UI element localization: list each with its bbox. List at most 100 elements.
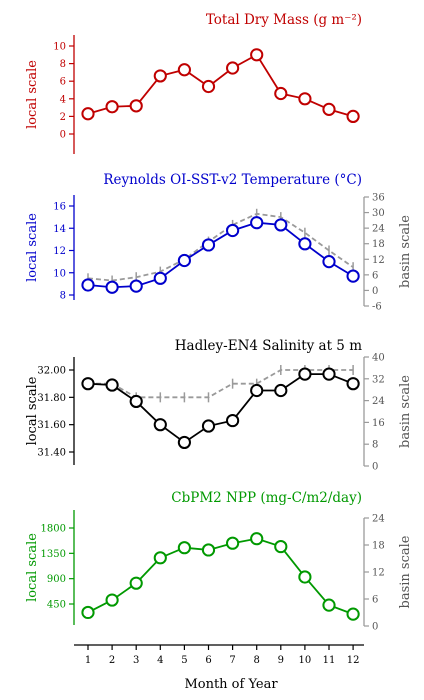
left-tick-label: 450: [47, 600, 66, 611]
x-tick-label: 5: [181, 655, 187, 666]
data-point: [298, 92, 312, 106]
data-point: [129, 394, 143, 409]
right-axis-label: basin scale: [398, 535, 413, 608]
left-tick-label: 12: [53, 246, 66, 257]
panel-title: Hadley-EN4 Salinity at 5 m: [175, 338, 362, 354]
left-tick-label: 8: [60, 59, 66, 70]
local-series-line: [87, 373, 354, 444]
data-point: [322, 102, 336, 116]
right-tick-label: 16: [372, 418, 385, 429]
left-tick-label: 1350: [41, 549, 66, 560]
right-tick-label: 40: [372, 353, 385, 364]
data-point: [274, 539, 288, 554]
left-axis-label: local scale: [25, 533, 40, 602]
x-tick-label: 10: [299, 655, 312, 666]
data-point: [153, 418, 167, 432]
right-tick-label: 6: [372, 595, 378, 606]
basin-series-line: [87, 212, 354, 282]
data-point: [298, 367, 312, 381]
data-point: [81, 278, 95, 292]
data-point: [226, 61, 240, 75]
data-point: [177, 435, 191, 450]
right-tick-label: 12: [372, 568, 385, 579]
data-point: [322, 598, 336, 612]
data-point: [105, 378, 119, 392]
data-point: [274, 86, 288, 101]
data-point: [105, 593, 119, 607]
data-point: [153, 551, 167, 565]
data-point: [105, 280, 119, 294]
right-tick-label: 6: [372, 270, 378, 281]
data-point: [81, 377, 95, 391]
left-tick-label: 4: [60, 94, 66, 105]
data-point: [153, 271, 167, 285]
left-tick-label: 31.40: [37, 448, 66, 459]
data-point: [129, 99, 143, 113]
x-tick-label: 6: [205, 655, 211, 666]
panel-4: CbPM2 NPP (mg-C/m2/day) 450 900 1350 1800loc…: [25, 490, 413, 633]
data-point: [346, 607, 360, 621]
x-tick-label: 4: [157, 655, 163, 666]
left-axis-label: local scale: [25, 213, 40, 282]
right-tick-label: 30: [372, 208, 385, 219]
data-point: [129, 279, 143, 293]
x-axis-label: Month of Year: [184, 677, 278, 692]
local-series-line: [87, 537, 354, 615]
right-tick-label: 0: [372, 286, 378, 297]
data-point: [346, 109, 360, 124]
x-tick-label: 8: [254, 655, 260, 666]
right-tick-label: 24: [372, 514, 385, 525]
left-tick-label: 6: [60, 77, 66, 88]
data-point: [81, 605, 95, 620]
data-point: [298, 570, 312, 584]
data-point: [201, 543, 216, 557]
x-tick-label: 2: [109, 655, 115, 666]
data-point: [346, 377, 360, 391]
data-point: [250, 48, 264, 62]
panel-2: Reynolds OI-SST-v2 Temperature (°C) 8 10 12…: [25, 172, 413, 313]
left-tick-label: 14: [53, 224, 66, 235]
left-tick-label: 1800: [41, 524, 66, 535]
right-tick-label: 18: [372, 239, 385, 250]
data-point: [201, 419, 216, 433]
data-point: [153, 69, 167, 83]
local-series-line: [87, 53, 354, 118]
data-point: [274, 218, 288, 232]
right-tick-label: 32: [372, 374, 385, 385]
data-point: [322, 367, 336, 381]
left-tick-label: 31.60: [37, 420, 66, 431]
data-point: [177, 63, 191, 77]
data-point: [346, 269, 360, 283]
data-point: [81, 107, 95, 121]
right-tick-label: 36: [372, 193, 385, 204]
data-point: [322, 255, 336, 269]
data-point: [129, 576, 143, 590]
panel-1: Total Dry Mass (g m⁻²) 0 2 4 6 8 10 local scale: [25, 12, 362, 154]
left-axis-label: local scale: [25, 60, 40, 129]
left-tick-label: 2: [60, 112, 66, 123]
panel-title: Reynolds OI-SST-v2 Temperature (°C): [103, 172, 362, 188]
left-tick-label: 10: [53, 268, 66, 279]
data-point: [226, 413, 240, 428]
data-point: [201, 79, 216, 94]
left-tick-label: 32.00: [37, 366, 66, 377]
left-axis-label: local scale: [25, 376, 40, 445]
right-tick-label: -6: [372, 302, 382, 313]
x-tick-label: 11: [323, 655, 336, 666]
left-tick-label: 16: [53, 202, 66, 213]
data-point: [250, 216, 264, 230]
right-tick-label: 8: [372, 440, 378, 451]
x-axis: 1 2 3 4 5 6 7 8 9 10 11 12: [74, 644, 364, 666]
left-tick-label: 31.80: [37, 393, 66, 404]
right-tick-label: 24: [372, 396, 385, 407]
x-tick-label: 3: [133, 655, 139, 666]
data-point: [201, 238, 216, 252]
right-tick-label: 12: [372, 255, 385, 266]
left-tick-label: 900: [47, 574, 66, 585]
x-tick-label: 7: [229, 655, 235, 666]
x-tick-label: 9: [278, 655, 284, 666]
right-axis-label: basin scale: [398, 215, 413, 288]
data-point: [177, 253, 191, 268]
left-tick-label: 10: [53, 42, 66, 53]
